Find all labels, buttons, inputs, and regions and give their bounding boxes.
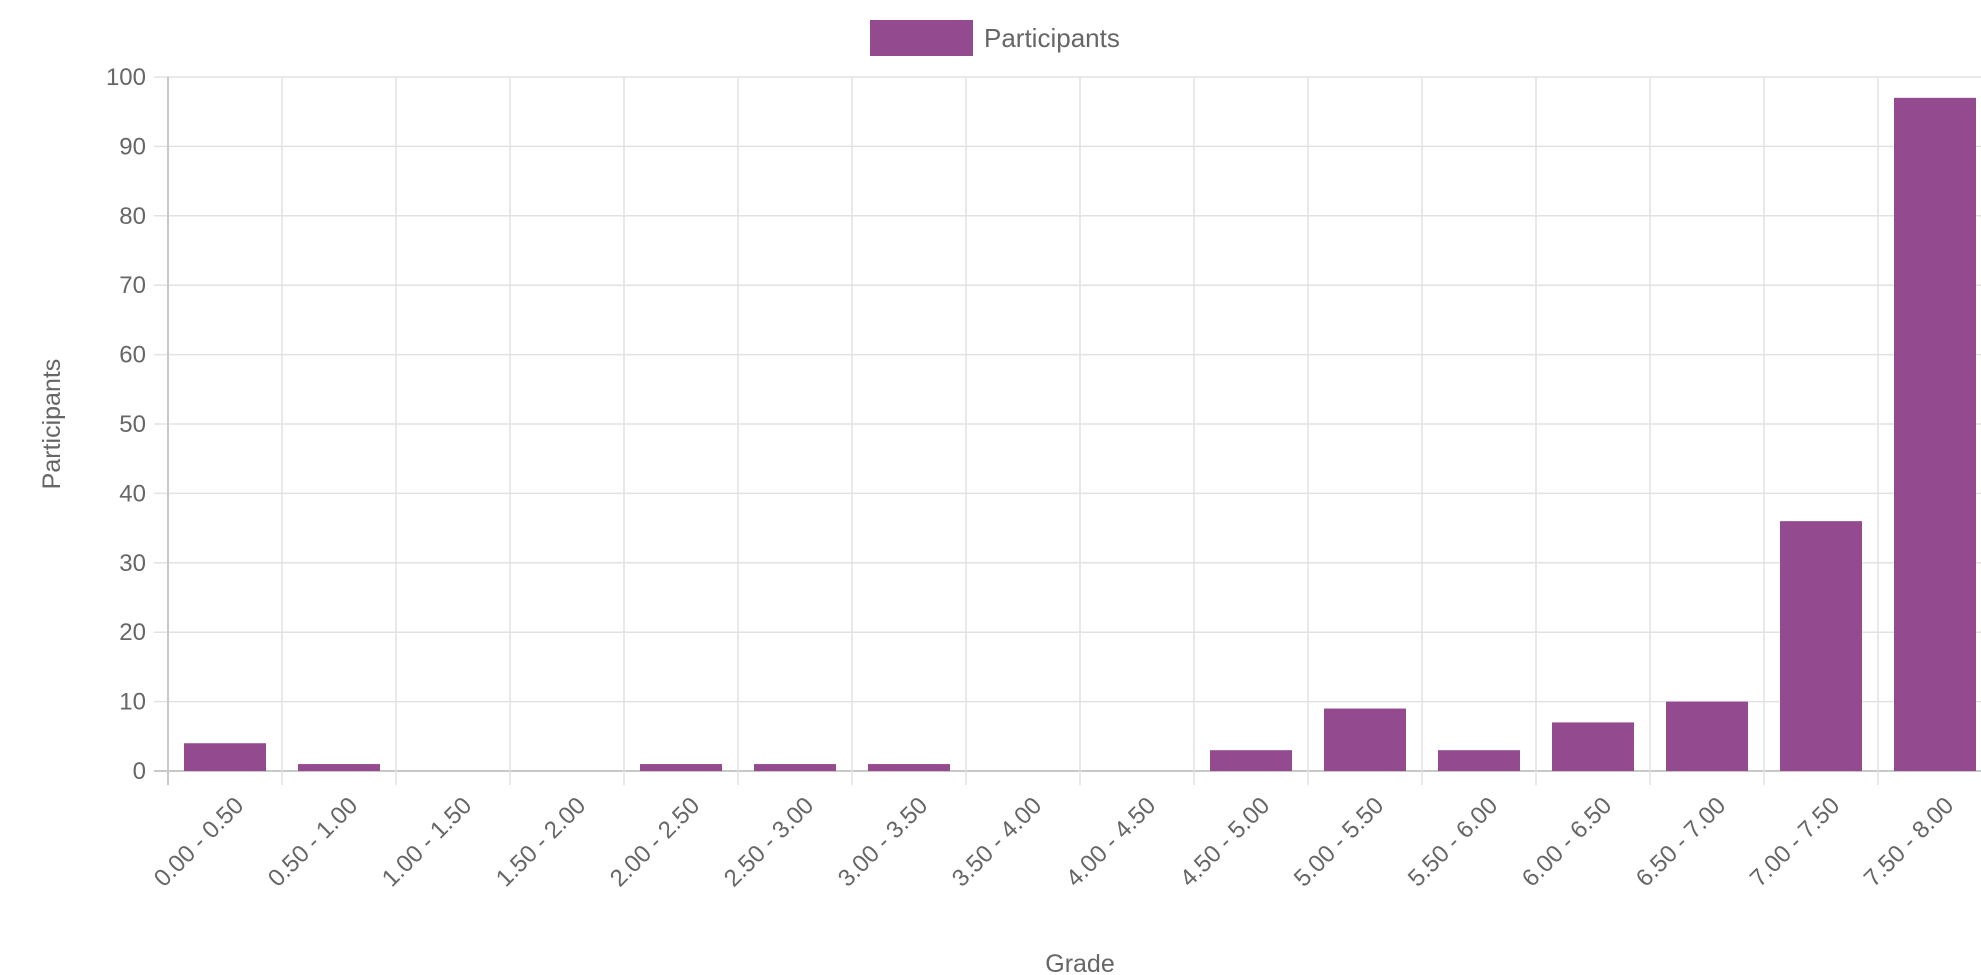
x-tick-label: 1.50 - 2.00 — [491, 792, 591, 892]
x-tick-label: 6.00 - 6.50 — [1517, 792, 1617, 892]
grid-layer — [154, 76, 1981, 785]
y-tick-label: 0 — [133, 758, 146, 785]
x-tick-label: 4.00 - 4.50 — [1061, 792, 1161, 892]
x-tick-label: 4.50 - 5.00 — [1175, 792, 1275, 892]
bar[interactable] — [1438, 750, 1520, 771]
y-axis-title: Participants — [38, 359, 66, 490]
bar[interactable] — [298, 764, 380, 771]
x-tick-label: 3.50 - 4.00 — [947, 792, 1047, 892]
bar[interactable] — [868, 764, 950, 771]
y-tick-label: 60 — [119, 342, 146, 369]
y-tick-label: 40 — [119, 480, 146, 507]
y-tick-label: 90 — [119, 133, 146, 160]
x-axis-title: Grade — [1045, 950, 1114, 975]
bar[interactable] — [1894, 97, 1976, 771]
bar[interactable] — [1210, 750, 1292, 771]
x-tick-label: 5.50 - 6.00 — [1403, 792, 1503, 892]
bar[interactable] — [184, 743, 266, 771]
y-tick-label: 100 — [106, 64, 146, 91]
bar[interactable] — [640, 764, 722, 771]
x-tick-label: 3.00 - 3.50 — [833, 792, 933, 892]
bar[interactable] — [1666, 701, 1748, 771]
x-tick-label: 2.50 - 3.00 — [719, 792, 819, 892]
bar[interactable] — [1780, 521, 1862, 771]
y-tick-label: 20 — [119, 619, 146, 646]
x-tick-label: 0.00 - 0.50 — [149, 792, 249, 892]
y-tick-label: 80 — [119, 203, 146, 230]
bars-layer — [184, 97, 1976, 771]
y-tick-label: 50 — [119, 411, 146, 438]
x-tick-label: 0.50 - 1.00 — [263, 792, 363, 892]
legend-label[interactable]: Participants — [984, 23, 1120, 53]
y-tick-label: 70 — [119, 272, 146, 299]
legend-swatch[interactable] — [870, 20, 973, 56]
bar[interactable] — [754, 764, 836, 771]
y-tick-label: 30 — [119, 550, 146, 577]
x-tick-label: 1.00 - 1.50 — [377, 792, 477, 892]
y-tick-label: 10 — [119, 689, 146, 716]
bar[interactable] — [1324, 708, 1406, 771]
x-tick-label: 7.00 - 7.50 — [1745, 792, 1845, 892]
x-tick-label: 2.00 - 2.50 — [605, 792, 705, 892]
x-tick-label: 7.50 - 8.00 — [1859, 792, 1959, 892]
bar[interactable] — [1552, 722, 1634, 771]
legend[interactable]: Participants — [870, 20, 1120, 56]
x-tick-label: 5.00 - 5.50 — [1289, 792, 1389, 892]
x-tick-label: 6.50 - 7.00 — [1631, 792, 1731, 892]
